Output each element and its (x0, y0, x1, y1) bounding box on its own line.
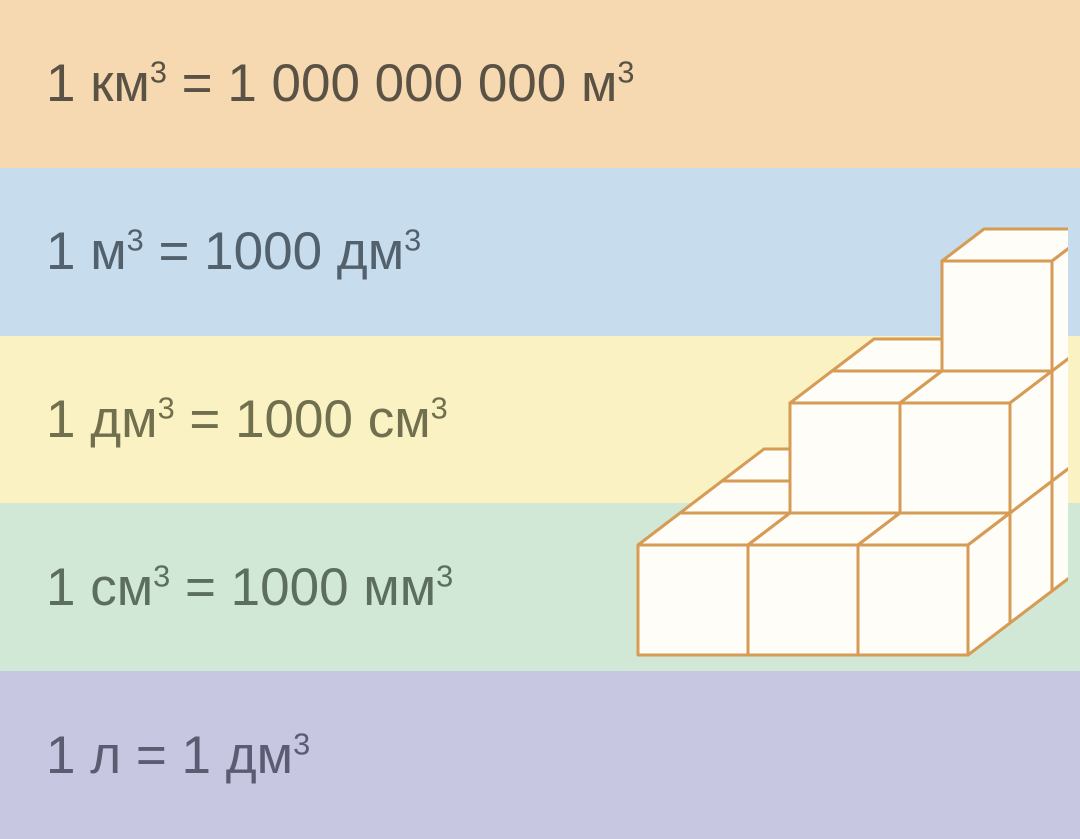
infographic-root: 1 км3 = 1 000 000 000 м3 1 м3 = 1000 дм3 1… (0, 0, 1080, 839)
conversion-row-4: 1 л = 1 дм3 (0, 671, 1080, 839)
conversion-row-1: 1 м3 = 1000 дм3 (0, 168, 1080, 336)
conversion-formula: 1 см3 = 1000 мм3 (46, 557, 453, 618)
conversion-row-0: 1 км3 = 1 000 000 000 м3 (0, 0, 1080, 168)
conversion-formula: 1 л = 1 дм3 (46, 725, 310, 786)
conversion-formula: 1 км3 = 1 000 000 000 м3 (46, 53, 635, 114)
conversion-row-2: 1 дм3 = 1000 см3 (0, 336, 1080, 504)
conversion-formula: 1 м3 = 1000 дм3 (46, 221, 421, 282)
conversion-row-3: 1 см3 = 1000 мм3 (0, 503, 1080, 671)
conversion-formula: 1 дм3 = 1000 см3 (46, 389, 448, 450)
